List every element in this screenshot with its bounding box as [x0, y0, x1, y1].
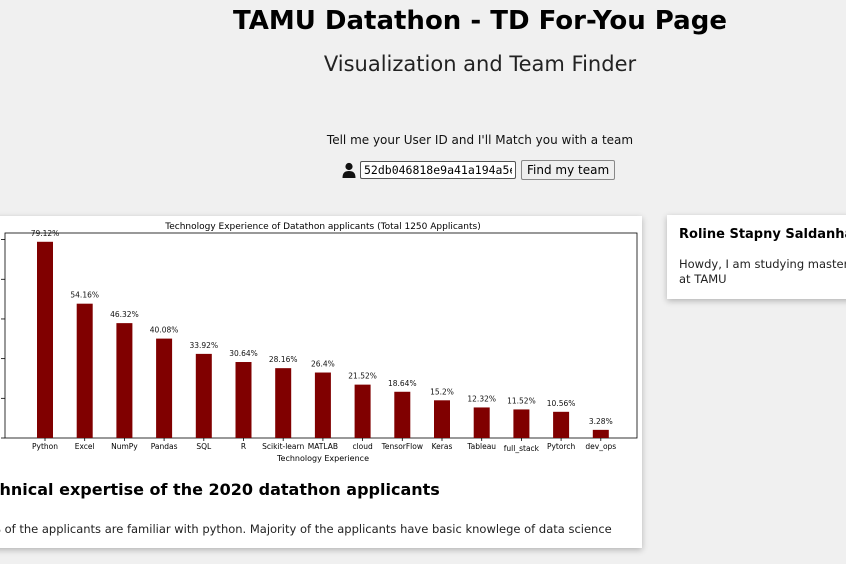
chart-card-heading: chnical expertise of the 2020 datathon a… — [0, 480, 440, 499]
bar-value-label: 3.28% — [589, 417, 613, 426]
bar-value-label: 46.32% — [110, 310, 139, 319]
x-tick-label: R — [241, 442, 246, 451]
technology-chart: Technology Experience of Datathon applic… — [1, 222, 638, 463]
page-title: TAMU Datathon - TD For-You Page — [233, 6, 727, 36]
user-id-prompt: Tell me your User ID and I'll Match you … — [326, 133, 634, 147]
bar-tensorflow — [394, 391, 411, 438]
bar-sql — [195, 353, 212, 438]
bar-value-label: 26.4% — [311, 360, 335, 369]
bar-pandas — [156, 338, 173, 438]
x-tick-label: Python — [32, 442, 58, 451]
x-tick-label: TensorFlow — [381, 442, 423, 451]
bar-matlab — [314, 372, 331, 438]
x-tick-label: Excel — [75, 442, 95, 451]
page-subtitle: Visualization and Team Finder — [323, 52, 637, 76]
x-tick-label: full_stack — [504, 444, 540, 453]
find-my-team-button[interactable]: Find my team — [521, 160, 616, 180]
chart-card-description: % of the applicants are familiar with py… — [0, 522, 612, 536]
chart-card: Technology Experience of Datathon applic… — [0, 216, 642, 548]
x-tick-label: Tableau — [466, 442, 496, 451]
profile-name: Roline Stapny Saldanha — [679, 227, 846, 242]
bar-value-label: 21.52% — [348, 372, 377, 381]
user-icon — [342, 162, 356, 178]
bar-value-label: 10.56% — [547, 399, 576, 408]
x-tick-label: MATLAB — [308, 442, 338, 451]
x-tick-label: Pytorch — [547, 442, 576, 451]
x-tick-label: NumPy — [111, 442, 138, 451]
x-tick-label: Scikit-learn — [262, 442, 304, 451]
bar-value-label: 79.12% — [31, 229, 60, 238]
bar-value-label: 18.64% — [388, 379, 417, 388]
user-id-input[interactable] — [360, 161, 516, 179]
x-tick-label: dev_ops — [585, 442, 616, 451]
bar-numpy — [116, 323, 133, 438]
bar-value-label: 33.92% — [189, 341, 218, 350]
bar-value-label: 54.16% — [70, 291, 99, 300]
user-id-row: Find my team — [342, 159, 616, 181]
bar-dev-ops — [592, 429, 609, 438]
x-axis-label: Technology Experience — [276, 454, 369, 463]
bar-keras — [434, 400, 450, 438]
bar-value-label: 30.64% — [229, 349, 258, 358]
bar-python — [37, 241, 53, 438]
chart-title: Technology Experience of Datathon applic… — [164, 222, 480, 232]
x-tick-label: Keras — [432, 442, 453, 451]
profile-bio: Howdy, I am studying master at TAMU — [679, 257, 846, 286]
bar-scikit-learn — [275, 368, 292, 438]
bar-value-label: 28.16% — [269, 355, 298, 364]
bar-r — [235, 362, 252, 438]
bar-value-label: 15.2% — [430, 387, 454, 396]
bar-value-label: 11.52% — [507, 396, 536, 405]
bar-value-label: 12.32% — [467, 394, 496, 403]
x-tick-label: SQL — [196, 442, 212, 451]
bar-excel — [76, 303, 93, 438]
bar-pytorch — [553, 411, 570, 438]
bar-tableau — [473, 407, 490, 438]
bar-value-label: 40.08% — [150, 326, 179, 335]
bar-cloud — [354, 384, 371, 438]
profile-card: Roline Stapny Saldanha Howdy, I am study… — [667, 215, 846, 299]
x-tick-label: cloud — [352, 442, 373, 451]
x-tick-label: Pandas — [151, 442, 178, 451]
bar-full-stack — [513, 409, 530, 438]
